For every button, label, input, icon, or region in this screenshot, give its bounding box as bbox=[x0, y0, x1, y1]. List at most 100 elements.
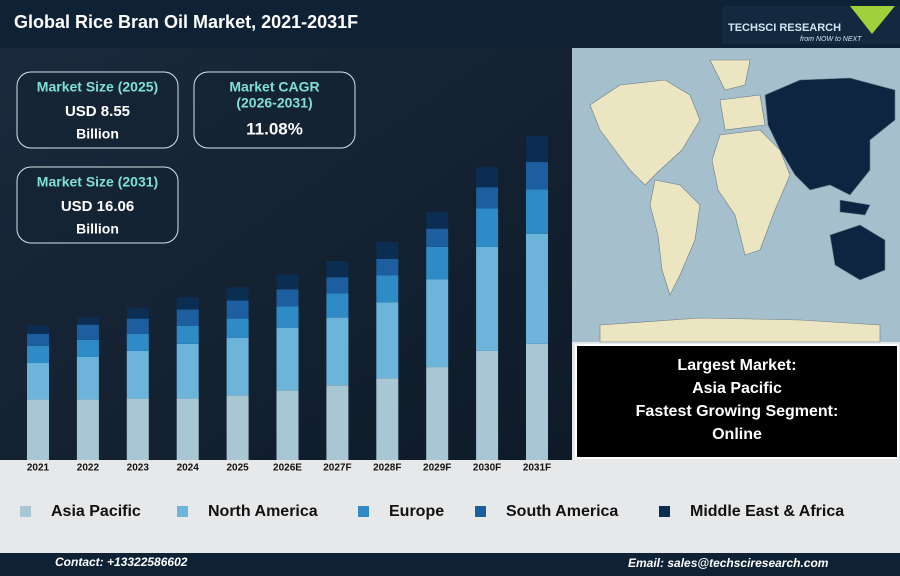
bar-segment bbox=[27, 333, 49, 346]
bar-segment bbox=[476, 350, 499, 460]
bar-segment bbox=[526, 162, 548, 190]
legend-swatch bbox=[177, 506, 188, 517]
kpi-label: Market CAGR bbox=[229, 79, 319, 95]
bar-segment bbox=[76, 339, 99, 357]
bar-segment bbox=[326, 317, 349, 386]
highlight-text: Fastest Growing Segment: bbox=[636, 403, 839, 420]
legend-swatch bbox=[358, 506, 369, 517]
contact: Contact: +13322586602 bbox=[55, 555, 188, 569]
bar-segment bbox=[176, 398, 199, 460]
bar-segment bbox=[326, 385, 349, 460]
kpi-value: USD 8.55 bbox=[65, 103, 130, 120]
bar-segment bbox=[27, 345, 49, 364]
bar-segment bbox=[276, 390, 299, 460]
legend-label: North America bbox=[208, 503, 318, 520]
bar-segment bbox=[426, 367, 449, 460]
bar-segment bbox=[226, 318, 249, 338]
bar-segment bbox=[376, 259, 399, 276]
x-tick-label: 2023 bbox=[127, 463, 150, 474]
kpi-period: (2026-2031) bbox=[236, 95, 312, 111]
map-land bbox=[589, 59, 881, 343]
x-tick-label: 2027F bbox=[323, 463, 351, 474]
kpi-unit: Billion bbox=[76, 221, 119, 237]
kpi-unit: Billion bbox=[76, 126, 119, 142]
logo: TECHSCI RESEARCH bbox=[728, 22, 841, 34]
bar-segment bbox=[326, 277, 349, 294]
bar-segment bbox=[276, 274, 299, 290]
bar-segment bbox=[526, 233, 548, 344]
bar-segment bbox=[426, 211, 449, 229]
email: Email: sales@techsciresearch.com bbox=[628, 556, 829, 570]
bar-segment bbox=[326, 293, 349, 318]
highlight-text: Largest Market: bbox=[677, 357, 796, 374]
kpi-value: USD 16.06 bbox=[61, 198, 134, 215]
x-tick-label: 2021 bbox=[27, 463, 50, 474]
logo-tagline: from NOW to NEXT bbox=[800, 36, 862, 43]
bar-segment bbox=[476, 246, 499, 351]
x-tick-label: 2031F bbox=[523, 463, 551, 474]
bar-segment bbox=[276, 327, 299, 391]
bar-segment bbox=[76, 399, 99, 460]
bar-segment bbox=[326, 261, 349, 278]
bar-segment bbox=[426, 228, 449, 247]
kpi-value: 11.08% bbox=[246, 119, 303, 138]
bar-segment bbox=[176, 343, 199, 399]
bar-segment bbox=[226, 287, 249, 301]
x-tick-label: 2028F bbox=[373, 463, 401, 474]
bar-segment bbox=[126, 333, 149, 351]
bar-segment bbox=[476, 167, 499, 188]
x-tick-label: 2029F bbox=[423, 463, 451, 474]
bar-segment bbox=[476, 187, 499, 209]
bar-segment bbox=[176, 297, 199, 310]
footer-bar bbox=[0, 553, 900, 576]
bar-segment bbox=[376, 378, 399, 460]
legend-swatch bbox=[475, 506, 486, 517]
bar-segment bbox=[426, 279, 449, 368]
bar-segment bbox=[226, 300, 249, 319]
legend-label: Middle East & Africa bbox=[690, 503, 844, 520]
x-tick-label: 2025 bbox=[226, 463, 249, 474]
kpi-card bbox=[16, 166, 179, 244]
bar-segment bbox=[226, 337, 249, 396]
title: Global Rice Bran Oil Market, 2021-2031F bbox=[14, 12, 358, 32]
x-tick-label: 2022 bbox=[77, 463, 100, 474]
highlight-text: Online bbox=[712, 426, 762, 443]
bar-segment bbox=[76, 317, 99, 325]
logo-bg bbox=[722, 6, 900, 44]
bar-segment bbox=[276, 289, 299, 307]
bar-segment bbox=[426, 246, 449, 280]
bar-segment bbox=[176, 309, 199, 326]
legend-label: Europe bbox=[389, 503, 444, 520]
bar-segment bbox=[376, 241, 399, 260]
bar-segment bbox=[376, 302, 399, 379]
bar-segment bbox=[126, 318, 149, 334]
bar-segment bbox=[176, 325, 199, 344]
bar-segment bbox=[27, 325, 49, 334]
map-asia-pacific bbox=[764, 77, 896, 281]
bar-segment bbox=[226, 395, 249, 460]
bar-segment bbox=[276, 306, 299, 328]
highlight-text: Asia Pacific bbox=[692, 380, 782, 397]
kpi-label: Market Size (2031) bbox=[37, 174, 158, 190]
bar-segment bbox=[526, 135, 548, 163]
bar-segment bbox=[27, 399, 49, 460]
bar-segment bbox=[76, 356, 99, 400]
x-tick-label: 2030F bbox=[473, 463, 501, 474]
kpi-card bbox=[16, 71, 179, 149]
legend-swatch bbox=[20, 506, 31, 517]
logo-mark bbox=[850, 6, 895, 34]
bar-segment bbox=[526, 189, 548, 234]
x-tick-label: 2026E bbox=[273, 463, 302, 474]
legend-swatch bbox=[659, 506, 670, 517]
highlight-box bbox=[575, 344, 899, 459]
bar-segment bbox=[376, 275, 399, 303]
x-tick-label: 2024 bbox=[177, 463, 200, 474]
legend-label: South America bbox=[506, 503, 618, 520]
bar-segment bbox=[126, 307, 149, 319]
bar-segment bbox=[476, 208, 499, 247]
bar-segment bbox=[526, 343, 548, 460]
legend-label: Asia Pacific bbox=[51, 503, 141, 520]
kpi-label: Market Size (2025) bbox=[37, 79, 158, 95]
bar-segment bbox=[126, 350, 149, 399]
